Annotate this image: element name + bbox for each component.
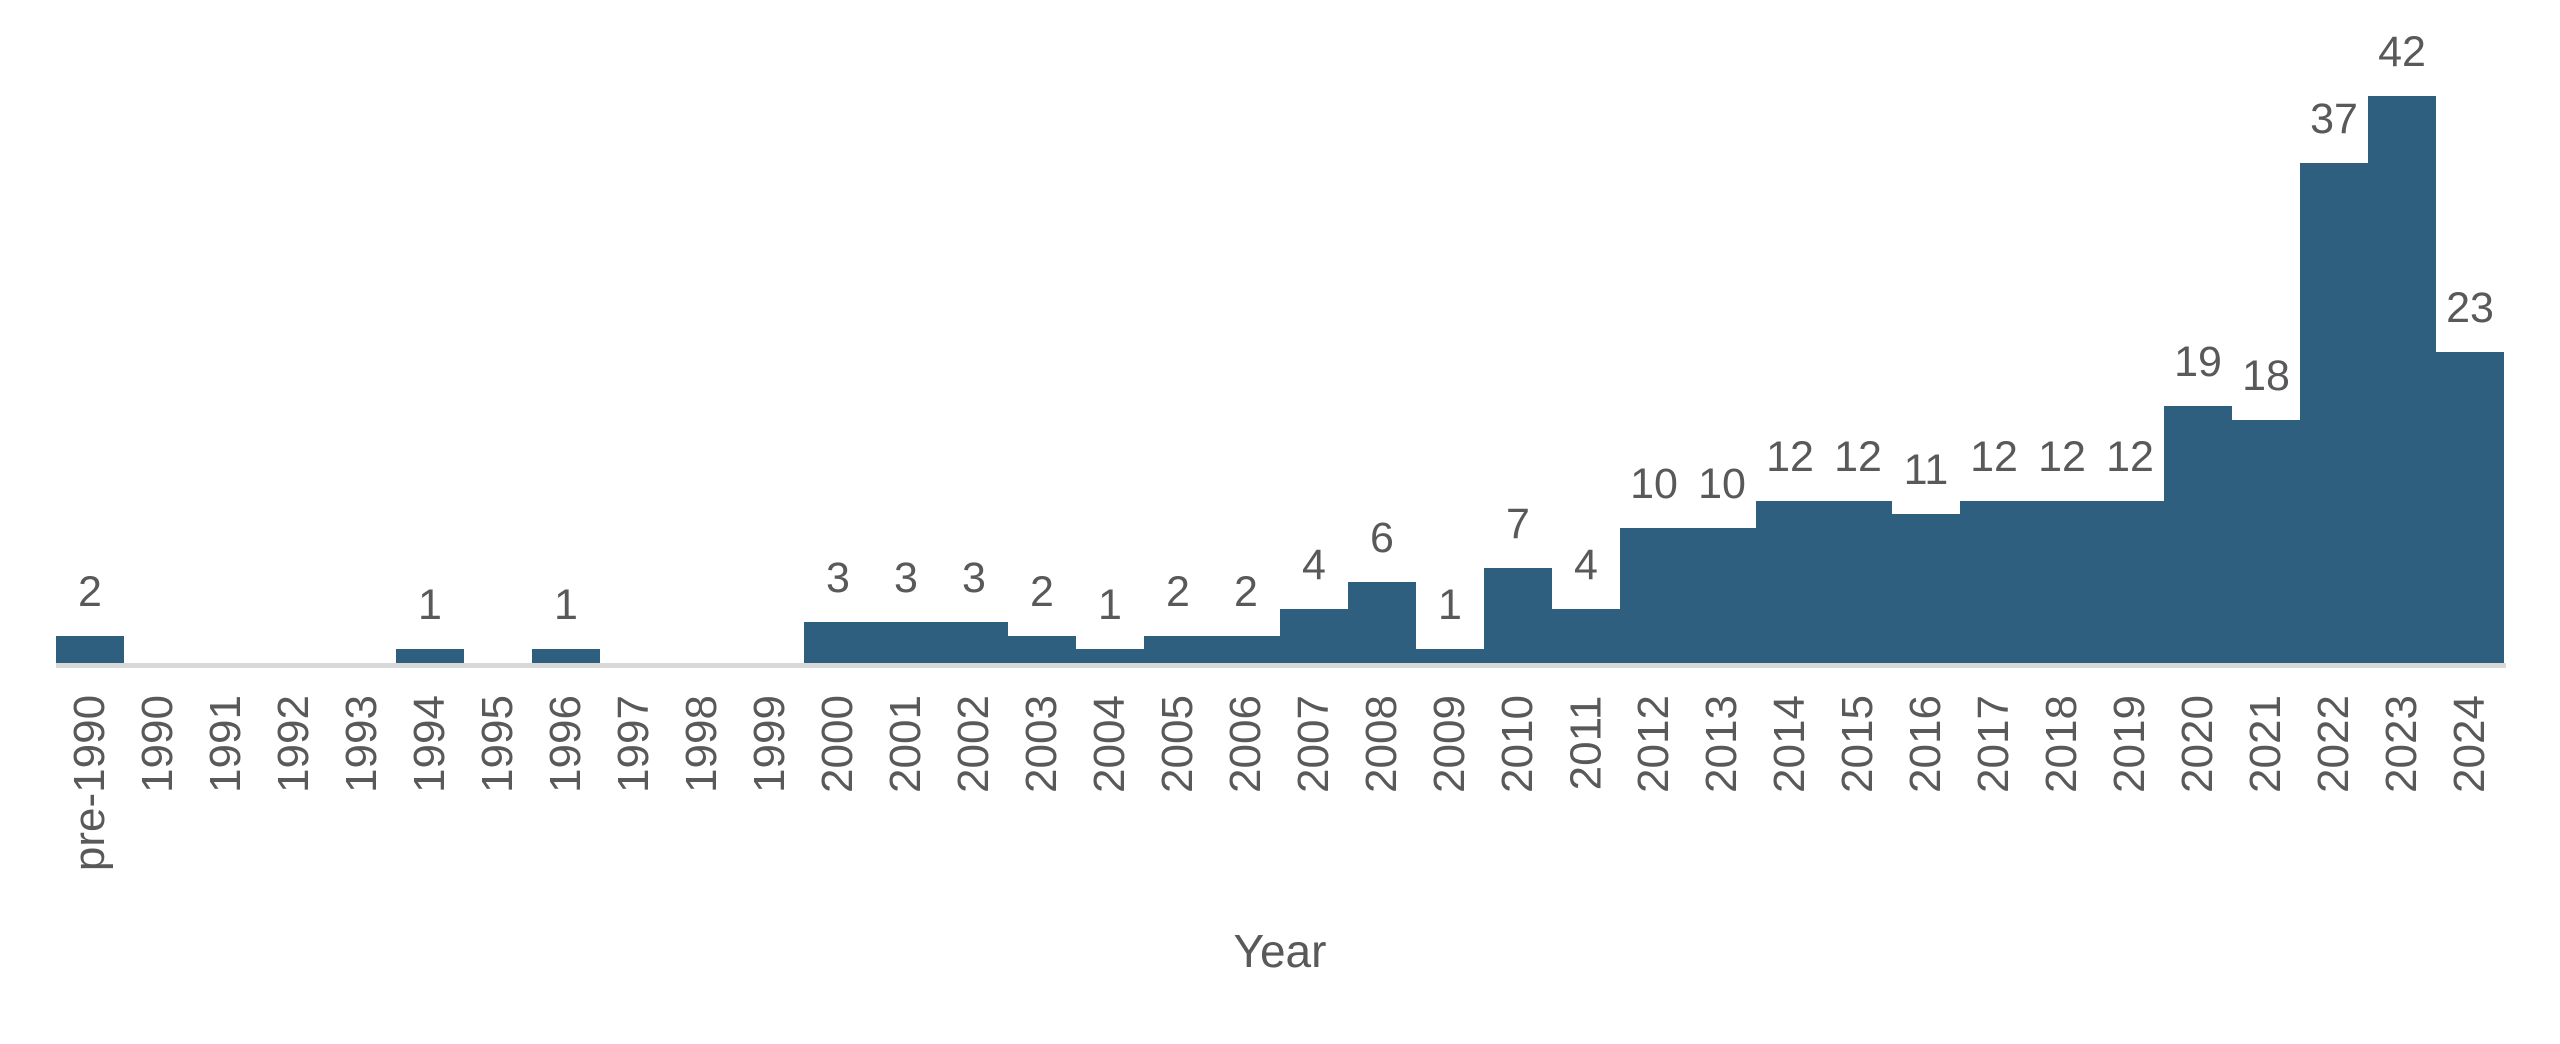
x-axis-title: Year <box>1233 925 1327 977</box>
bar <box>396 649 464 663</box>
x-tick-label: 2024 <box>2444 695 2494 793</box>
bar-value-label: 10 <box>1698 460 1746 508</box>
x-tick-label: 2023 <box>2376 695 2426 793</box>
bar-value-label: 12 <box>2106 433 2154 481</box>
bar-value-label: 4 <box>1302 541 1326 589</box>
bar-value-label: 10 <box>1630 460 1678 508</box>
x-tick-label: 2002 <box>948 695 998 793</box>
bar <box>1416 649 1484 663</box>
bar <box>532 649 600 663</box>
x-tick-label: 2009 <box>1424 695 1474 793</box>
x-tick-label: 2017 <box>1968 695 2018 793</box>
bar-value-label: 19 <box>2174 338 2222 386</box>
bar <box>2164 406 2232 663</box>
bar-value-label: 12 <box>1834 433 1882 481</box>
x-tick-label: 2001 <box>880 695 930 793</box>
x-tick-label: 1999 <box>744 695 794 793</box>
bar <box>1144 636 1212 663</box>
bar <box>940 622 1008 663</box>
bar-value-label: 37 <box>2310 95 2358 143</box>
bar-value-label: 3 <box>826 554 850 602</box>
bar-value-label: 1 <box>418 581 442 629</box>
bar <box>1892 514 1960 663</box>
bar-value-label: 2 <box>1234 568 1258 616</box>
bar <box>1688 528 1756 663</box>
x-tick-label: 2005 <box>1152 695 1202 793</box>
bar <box>1484 568 1552 663</box>
x-tick-label: 2013 <box>1696 695 1746 793</box>
bar <box>1756 501 1824 663</box>
x-tick-label: 2016 <box>1900 695 1950 793</box>
x-tick-label: 1997 <box>608 695 658 793</box>
bar <box>1008 636 1076 663</box>
bar <box>2028 501 2096 663</box>
bar <box>2300 163 2368 663</box>
bar <box>2096 501 2164 663</box>
bar <box>1824 501 1892 663</box>
bar <box>872 622 940 663</box>
bar <box>56 636 124 663</box>
bar-value-label: 12 <box>1970 433 2018 481</box>
x-tick-label: 2010 <box>1492 695 1542 793</box>
x-tick-label: 2015 <box>1832 695 1882 793</box>
x-tick-label: 2018 <box>2036 695 2086 793</box>
bar-value-label: 1 <box>554 581 578 629</box>
bar <box>2232 420 2300 663</box>
x-tick-label: 2004 <box>1084 695 1134 793</box>
x-tick-label: 1993 <box>336 695 386 793</box>
bar-value-label: 4 <box>1574 541 1598 589</box>
x-tick-label: 2003 <box>1016 695 1066 793</box>
x-axis-line <box>56 663 2506 668</box>
bar-value-label: 1 <box>1098 581 1122 629</box>
bar-value-label: 11 <box>1903 446 1949 494</box>
x-tick-label: 2021 <box>2240 695 2290 793</box>
x-tick-label: 1992 <box>268 695 318 793</box>
bar <box>2436 352 2504 663</box>
x-tick-label: 2022 <box>2308 695 2358 793</box>
bar <box>1280 609 1348 663</box>
x-tick-label: 2008 <box>1356 695 1406 793</box>
bar <box>1620 528 1688 663</box>
bar-value-label: 6 <box>1370 514 1394 562</box>
bar <box>2368 96 2436 663</box>
x-tick-label: 2000 <box>812 695 862 793</box>
x-tick-label: 1990 <box>132 695 182 793</box>
x-tick-label: 2014 <box>1764 695 1814 793</box>
bar <box>804 622 872 663</box>
bar-value-label: 18 <box>2242 352 2290 400</box>
bar-value-label: 3 <box>962 554 986 602</box>
x-tick-label: 2006 <box>1220 695 1270 793</box>
bar-value-label: 3 <box>894 554 918 602</box>
x-tick-label: 1996 <box>540 695 590 793</box>
x-tick-label: 2019 <box>2104 695 2154 793</box>
bar-value-label: 42 <box>2378 28 2426 76</box>
bar <box>1212 636 1280 663</box>
x-tick-label: 1995 <box>472 695 522 793</box>
bar <box>1552 609 1620 663</box>
x-tick-label: 1994 <box>404 695 454 793</box>
bar-value-label: 2 <box>1166 568 1190 616</box>
bar-value-label: 12 <box>1766 433 1814 481</box>
x-tick-label: 2012 <box>1628 695 1678 793</box>
x-tick-label: 1991 <box>200 695 250 793</box>
x-tick-label: 1998 <box>676 695 726 793</box>
x-tick-label: 2007 <box>1288 695 1338 793</box>
bar-value-label: 2 <box>1030 568 1054 616</box>
bar <box>1348 582 1416 663</box>
x-tick-label: pre-1990 <box>65 694 115 872</box>
bar-value-label: 12 <box>2038 433 2086 481</box>
bar-value-label: 2 <box>78 568 102 616</box>
x-tick-label: 2020 <box>2172 695 2222 793</box>
bar-value-label: 23 <box>2446 284 2494 332</box>
x-tick-label: 2011 <box>1560 695 1610 790</box>
bar-value-label: 7 <box>1506 500 1530 548</box>
bar <box>1960 501 2028 663</box>
bar-value-label: 1 <box>1438 581 1462 629</box>
bar <box>1076 649 1144 663</box>
